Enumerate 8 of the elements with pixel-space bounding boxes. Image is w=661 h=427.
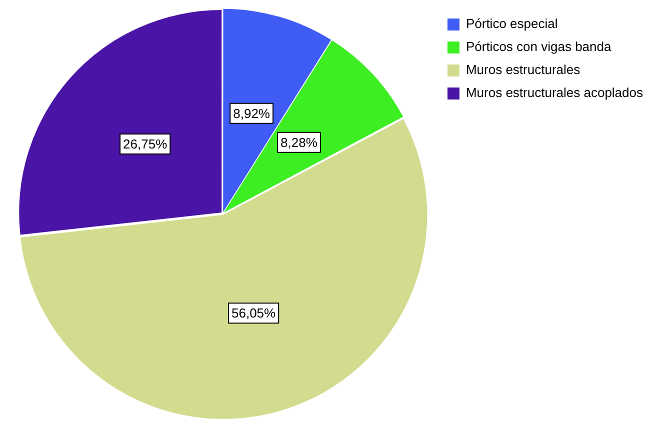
data-label: 26,75% — [123, 136, 168, 152]
legend-label: Pórticos con vigas banda — [466, 39, 612, 54]
legend-label: Muros estructurales — [466, 62, 581, 78]
legend-label: Pórtico especial — [466, 16, 558, 32]
data-label: 56,05% — [232, 306, 276, 321]
data-label: 8,28% — [280, 135, 318, 150]
data-label: 8,92% — [233, 106, 270, 121]
legend-label: Muros estructurales acoplados — [466, 85, 644, 100]
